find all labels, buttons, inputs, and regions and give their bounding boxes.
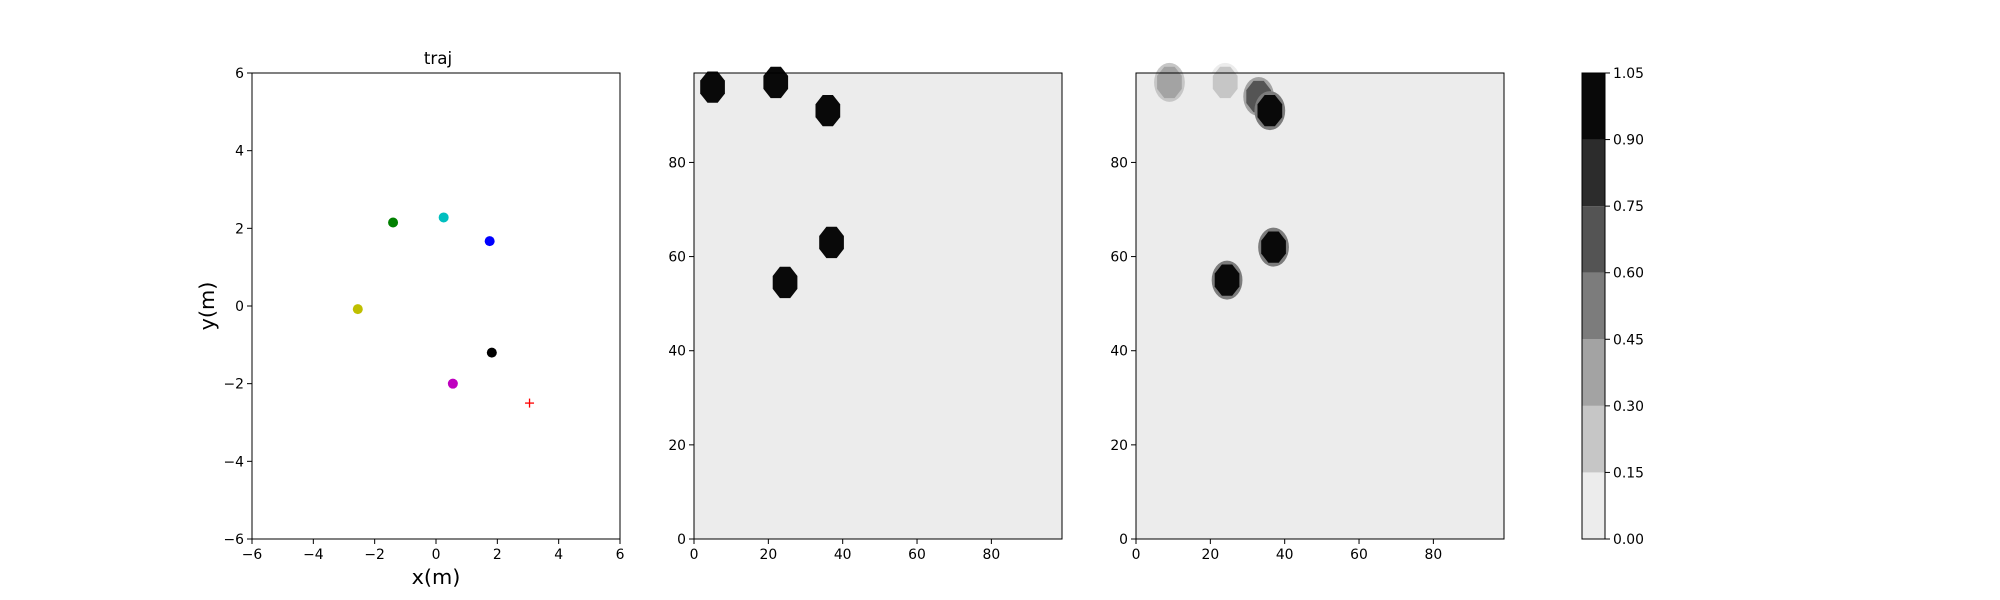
x-tick-label: 80 [983, 547, 1001, 563]
traj-panel: traj −6 −4 −2 0 2 4 6 −6 −4 −2 0 2 4 6 x(m) y(m) [195, 48, 624, 589]
colorbar: 0.00 0.15 0.30 0.45 0.60 0.75 0.90 1.05 [1581, 66, 1644, 548]
colorbar-tick-label: 0.00 [1613, 532, 1644, 548]
traj-x-axis-label: x(m) [412, 565, 461, 589]
colorbar-swatch [1582, 472, 1605, 539]
colorbar-frame [1581, 72, 1606, 540]
colorbar-tick-label: 0.45 [1613, 332, 1644, 348]
colorbar-tick-label: 0.60 [1613, 266, 1644, 282]
y-tick-label: 60 [668, 250, 686, 266]
x-tick-label: 80 [1425, 547, 1443, 563]
y-tick-label: 40 [1110, 344, 1128, 360]
colorbar-swatches [1582, 73, 1605, 539]
agent-point [352, 304, 363, 315]
colorbar-swatch [1582, 206, 1605, 273]
colorbar-swatch [1582, 339, 1605, 406]
y-tick-label: 20 [668, 438, 686, 454]
x-tick-label: 0 [690, 547, 699, 563]
traj-y-ticks: −6 −4 −2 0 2 4 6 [224, 66, 252, 548]
obstacle-blob [700, 71, 725, 103]
x-tick-label: 40 [834, 547, 852, 563]
x-tick-label: −4 [303, 547, 324, 563]
x-tick-label: 60 [908, 547, 926, 563]
colorbar-ticks: 0.00 0.15 0.30 0.45 0.60 0.75 0.90 1.05 [1605, 66, 1644, 548]
map-panel-prediction: 0 20 40 60 80 0 20 40 60 80 [1110, 62, 1505, 563]
obstacle-blob [1212, 66, 1238, 99]
obstacle-blob [763, 66, 789, 99]
map-x-ticks: 0 20 40 60 80 [690, 539, 1001, 563]
x-tick-label: 40 [1276, 547, 1294, 563]
x-tick-label: 6 [616, 547, 625, 563]
agent-point [438, 212, 449, 223]
y-tick-label: 0 [235, 299, 244, 315]
y-tick-label: 60 [1110, 250, 1128, 266]
x-tick-label: 0 [1132, 547, 1141, 563]
prediction-axes-frame [1135, 72, 1505, 540]
prediction-y-ticks: 0 20 40 60 80 [1110, 155, 1136, 548]
colorbar-tick-label: 0.75 [1613, 199, 1644, 215]
colorbar-tick-label: 0.90 [1613, 133, 1644, 149]
colorbar-swatch [1582, 272, 1605, 340]
x-tick-label: −2 [364, 547, 384, 563]
y-tick-label: 0 [677, 532, 686, 548]
y-tick-label: −4 [224, 454, 245, 470]
prediction-background [1136, 73, 1504, 539]
colorbar-tick-label: 0.30 [1613, 399, 1644, 415]
colorbar-swatch [1582, 405, 1605, 473]
traj-x-ticks: −6 −4 −2 0 2 4 6 [242, 539, 625, 563]
x-tick-label: 0 [432, 547, 441, 563]
map-y-ticks: 0 20 40 60 80 [668, 155, 694, 548]
x-tick-label: 20 [1201, 547, 1219, 563]
agent-point [484, 236, 495, 247]
colorbar-swatch [1582, 139, 1605, 207]
y-tick-label: 80 [668, 155, 686, 171]
y-tick-label: −2 [224, 377, 244, 393]
y-tick-label: −6 [224, 532, 244, 548]
obstacle-blob [772, 266, 798, 299]
prediction-x-ticks: 0 20 40 60 80 [1132, 539, 1443, 563]
agent-point [486, 347, 497, 358]
x-tick-label: 20 [759, 547, 777, 563]
traj-y-axis-label: y(m) [195, 282, 219, 331]
y-tick-label: 20 [1110, 438, 1128, 454]
map-background [694, 73, 1062, 539]
obstacle-blob [1214, 264, 1240, 296]
obstacle-blob [1157, 66, 1182, 99]
obstacle-blob [815, 95, 841, 127]
colorbar-swatch [1582, 73, 1605, 140]
y-tick-label: 2 [235, 221, 244, 237]
y-tick-label: 0 [1119, 532, 1128, 548]
traj-axes-frame [251, 72, 621, 540]
x-tick-label: 4 [554, 547, 563, 563]
x-tick-label: 60 [1350, 547, 1368, 563]
map-obstacles [700, 66, 844, 299]
obstacle-blob [1261, 231, 1286, 263]
map-panel-ground-truth: 0 20 40 60 80 0 20 40 60 80 [668, 66, 1063, 563]
agent-point [447, 378, 458, 389]
y-tick-label: 6 [235, 66, 244, 82]
traj-title: traj [424, 48, 452, 68]
obstacle-blob [819, 226, 844, 259]
traj-points [352, 212, 535, 408]
agent-point [388, 217, 399, 228]
obstacle-blob [1257, 95, 1283, 127]
map-axes-frame [693, 72, 1063, 540]
x-tick-label: −6 [242, 547, 262, 563]
y-tick-label: 4 [235, 144, 244, 160]
x-tick-label: 2 [493, 547, 502, 563]
colorbar-tick-label: 0.15 [1613, 465, 1644, 481]
goal-marker [525, 398, 535, 408]
colorbar-tick-label: 1.05 [1613, 66, 1644, 82]
y-tick-label: 80 [1110, 155, 1128, 171]
y-tick-label: 40 [668, 344, 686, 360]
